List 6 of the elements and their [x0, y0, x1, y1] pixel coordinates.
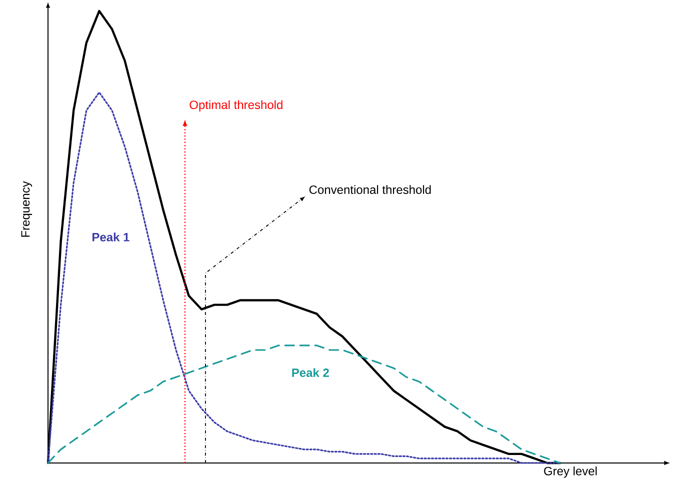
x-axis-title: Grey level — [544, 466, 597, 478]
annotation: Conventional threshold — [309, 185, 431, 194]
annotation: Optimal threshold — [190, 100, 282, 112]
series-label: Peak 1 — [92, 232, 130, 242]
y-axis-title: Frequency — [21, 181, 32, 237]
series-label: Peak 2 — [292, 368, 329, 377]
